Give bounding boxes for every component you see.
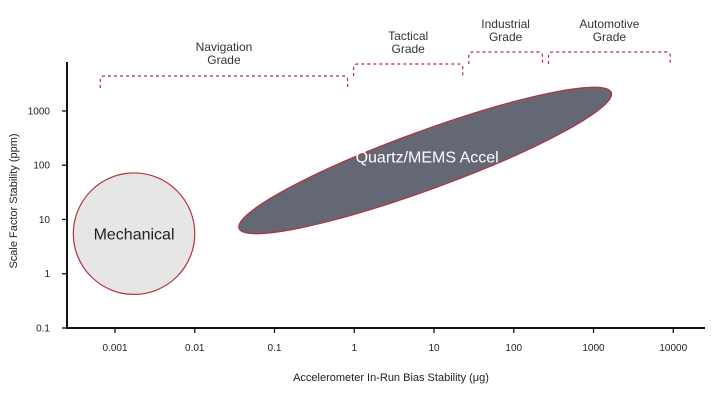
y-tick-label: 1000 [28,106,51,117]
grade-brackets [99,51,671,88]
grade-label-navigation-grade: Navigation Grade [196,40,253,67]
grade-label-tactical-grade: Tactical Grade [388,29,428,56]
y-tick-label: 100 [33,161,50,172]
x-tick-label: 10000 [659,343,687,354]
x-tick-label: 0.1 [268,343,282,354]
axes [66,62,705,329]
y-axis-title: Scale Factor Stability (ppm) [8,133,20,268]
y-tick-label: 0.1 [36,324,50,335]
x-tick-label: 0.01 [185,343,205,354]
bracket-navigation-grade [99,75,349,88]
region-label-mechanical: Mechanical [94,227,175,244]
x-axis-title: Accelerometer In-Run Bias Stability (μg) [293,372,489,384]
bracket-automotive-grade [547,51,671,64]
y-ticks: 0.1 1 10 100 1000 [28,106,67,335]
bracket-tactical-grade [353,63,464,76]
x-tick-label: 10 [428,343,440,354]
region-label-quartz-mems-accel: Quartz/MEMS Accel [356,149,499,166]
y-tick-label: 10 [39,215,51,226]
regions: Mechanical Quartz/MEMS Accel [72,86,613,296]
x-tick-label: 1 [351,343,357,354]
x-tick-label: 1000 [582,343,605,354]
y-tick-label: 1 [44,269,50,280]
x-tick-label: 100 [505,343,522,354]
x-ticks: 0.001 0.01 0.1 1 10 100 1000 10000 [102,328,688,354]
bracket-industrial-grade [468,51,544,64]
region-mechanical [72,172,196,296]
region-quartz-mems-accel [238,86,613,235]
x-tick-label: 0.001 [102,343,127,354]
grade-label-industrial-grade: Industrial Grade [481,17,530,44]
grade-labels: Navigation Grade Tactical Grade Industrial Gr… [196,17,640,67]
grade-label-automotive-grade: Automotive Grade [579,17,639,44]
